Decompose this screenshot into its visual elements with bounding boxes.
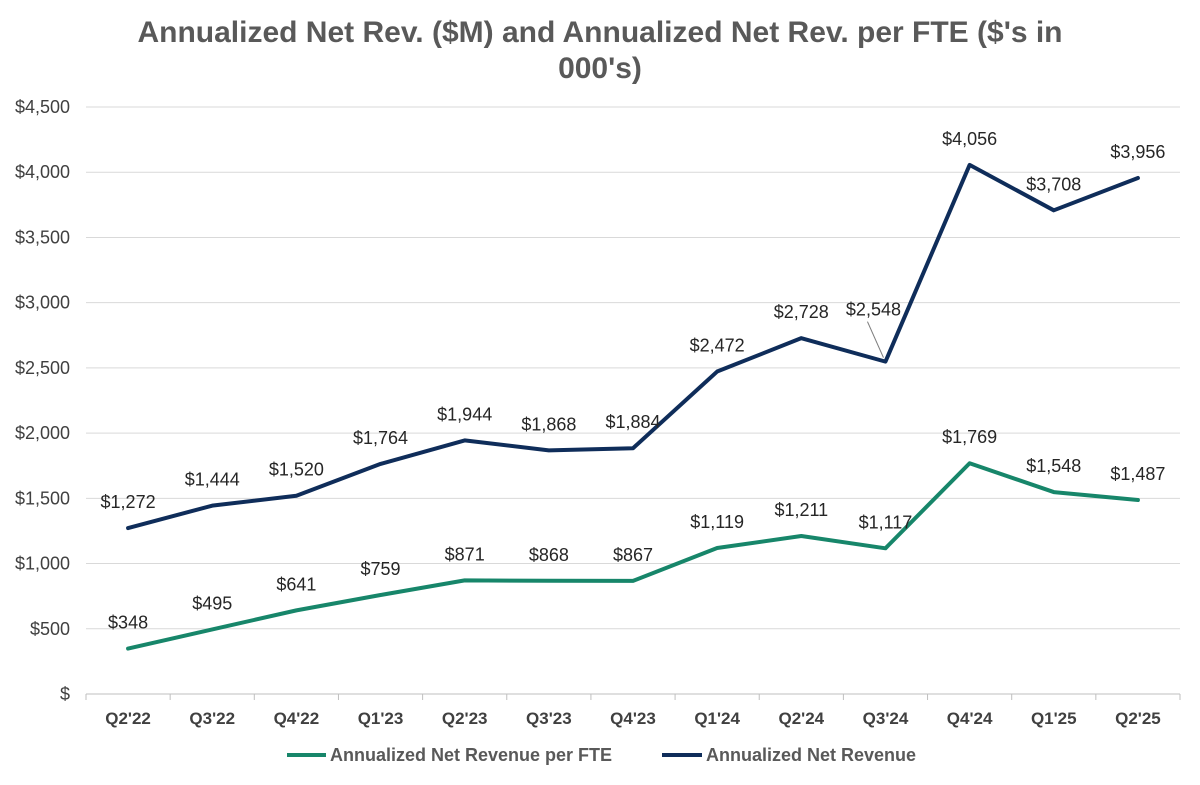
x-tick-label: Q1'24 [694, 709, 740, 728]
series-line [126, 162, 1140, 531]
y-tick-label: $ [60, 684, 70, 704]
y-tick-label: $4,000 [15, 162, 70, 182]
data-label: $1,884 [605, 412, 660, 432]
data-label: $868 [529, 545, 569, 565]
chart-title-line-1: Annualized Net Rev. ($M) and Annualized … [137, 16, 1062, 49]
data-label: $3,708 [1026, 174, 1081, 194]
data-label: $867 [613, 545, 653, 565]
legend-label-per-fte: Annualized Net Revenue per FTE [330, 745, 612, 765]
data-label: $1,520 [269, 460, 324, 480]
data-labels: $348 $495 $641 $759 $871 $868 $867 $1,119 $1,211… [101, 129, 1166, 633]
legend-label-net-revenue: Annualized Net Revenue [706, 745, 916, 765]
y-tick-label: $2,500 [15, 358, 70, 378]
data-label: $1,769 [942, 427, 997, 447]
data-label: $1,444 [185, 470, 240, 490]
x-axis: Q2'22 Q3'22 Q4'22 Q1'23 Q2'23 Q3'23 Q4'23 Q1'24… [85, 693, 1181, 728]
data-label: $495 [192, 593, 232, 613]
data-label: $1,272 [101, 492, 156, 512]
data-label: $1,764 [353, 428, 408, 448]
y-tick-label: $500 [30, 619, 70, 639]
x-tick-label: Q2'24 [778, 709, 824, 728]
x-tick-label: Q2'23 [442, 709, 488, 728]
data-label: $1,119 [690, 512, 744, 532]
x-tick-label: Q2'22 [105, 709, 151, 728]
x-tick-label: Q3'23 [526, 709, 572, 728]
data-label: $3,956 [1110, 142, 1165, 162]
data-label: $2,728 [774, 302, 829, 322]
data-label: $1,487 [1110, 464, 1165, 484]
x-tick-label: Q4'22 [274, 709, 320, 728]
chart-title-line-2: 000's) [558, 52, 642, 85]
data-label: $759 [361, 559, 401, 579]
x-tick-label: Q4'23 [610, 709, 656, 728]
y-tick-label: $3,500 [15, 227, 70, 247]
series [126, 162, 1140, 651]
data-label: $1,117 [859, 512, 913, 532]
y-axis: $ $500 $1,000 $1,500 $2,000 $2,500 $3,000 $3,50… [15, 97, 70, 704]
legend: Annualized Net Revenue per FTE Annualize… [287, 745, 916, 765]
x-tick-label: Q1'25 [1031, 709, 1077, 728]
x-tick-label: Q2'25 [1115, 709, 1161, 728]
y-tick-label: $1,500 [15, 488, 70, 508]
data-label: $4,056 [942, 129, 997, 149]
data-label: $1,944 [437, 404, 492, 424]
x-tick-label: Q1'23 [358, 709, 404, 728]
data-label: $641 [276, 574, 316, 594]
x-tick-label: Q4'24 [947, 709, 993, 728]
data-label: $871 [445, 544, 485, 564]
x-tick-label: Q3'24 [863, 709, 909, 728]
y-tick-label: $4,500 [15, 97, 70, 117]
data-label: $348 [108, 613, 148, 633]
series-line [126, 461, 1140, 651]
data-label: $1,211 [774, 500, 828, 520]
data-label: $1,868 [521, 414, 576, 434]
data-label: $2,472 [690, 336, 745, 356]
y-tick-label: $3,000 [15, 293, 70, 313]
y-tick-label: $2,000 [15, 423, 70, 443]
y-tick-label: $1,000 [15, 554, 70, 574]
data-label: $2,548 [846, 300, 901, 320]
leader-line [867, 321, 884, 358]
data-label: $1,548 [1026, 456, 1081, 476]
x-tick-label: Q3'22 [189, 709, 235, 728]
